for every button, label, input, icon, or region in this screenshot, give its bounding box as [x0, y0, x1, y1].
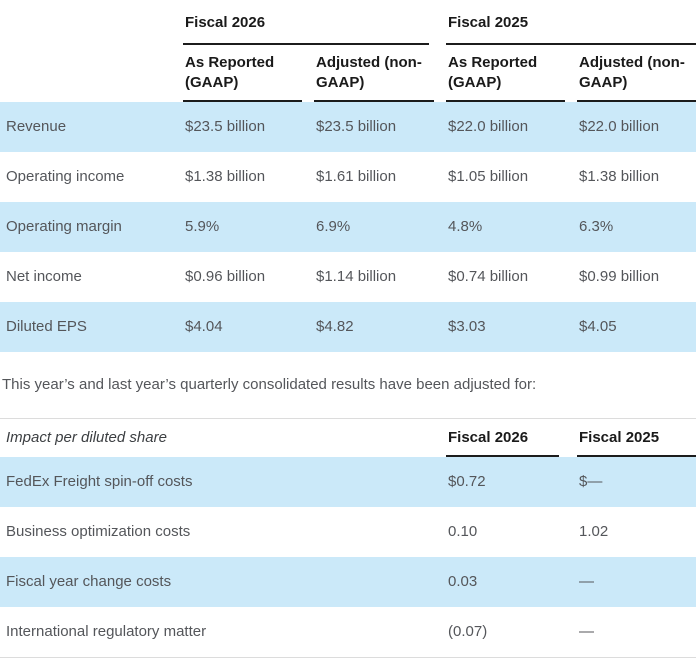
cell-value: 6.9% [316, 218, 351, 235]
adjustments-note: This year’s and last year’s quarterly co… [2, 376, 537, 393]
row-label: International regulatory matter [6, 623, 207, 640]
consolidated-results-table: Fiscal 2026 Fiscal 2025 As Reported (GAA… [0, 0, 696, 352]
cell-value: $3.03 [448, 318, 486, 335]
cell-value: 5.9% [185, 218, 220, 235]
cell-value: $0.72 [448, 473, 486, 490]
column-header-label: Fiscal 2025 [577, 419, 696, 457]
cell-value: $23.5 billion [316, 118, 397, 135]
label-header: Impact per diluted share [6, 429, 167, 446]
cell-value: $4.82 [316, 318, 354, 335]
sub-header-as-reported-2026: As Reported (GAAP) [183, 45, 314, 102]
sub-header-row: As Reported (GAAP) Adjusted (non-GAAP) A… [0, 45, 696, 102]
row-label: Operating margin [6, 218, 122, 235]
group-header-fiscal-2026: Fiscal 2026 [183, 0, 446, 45]
sub-header-label: As Reported (GAAP) [183, 45, 302, 102]
cell-value: $0.96 billion [185, 268, 266, 285]
cell-value: — [579, 573, 594, 590]
cell-value: 6.3% [579, 218, 614, 235]
impact-per-diluted-share-table: Impact per diluted share Fiscal 2026 Fis… [0, 418, 696, 658]
corner-cell [0, 45, 183, 102]
corner-cell [0, 0, 183, 45]
cell-value: $23.5 billion [185, 118, 266, 135]
row-label: Net income [6, 268, 82, 285]
cell-value: $1.38 billion [579, 168, 660, 185]
sub-header-label: Adjusted (non-GAAP) [577, 45, 696, 102]
sub-header-adjusted-2025: Adjusted (non-GAAP) [577, 45, 696, 102]
row-label: FedEx Freight spin-off costs [6, 473, 193, 490]
fiscal-year-group-header-row: Fiscal 2026 Fiscal 2025 [0, 0, 696, 45]
header-impact-per-diluted-share: Impact per diluted share [0, 419, 446, 458]
cell-value: (0.07) [448, 623, 488, 640]
table-row-fiscal-year-change-costs: Fiscal year change costs 0.03 — [0, 557, 696, 607]
group-header-label: Fiscal 2025 [446, 0, 696, 45]
cell-value: $1.61 billion [316, 168, 397, 185]
table-row-freight-spinoff-costs: FedEx Freight spin-off costs $0.72 $— [0, 457, 696, 507]
cell-value: $— [579, 473, 603, 490]
cell-value: $1.05 billion [448, 168, 529, 185]
sub-header-adjusted-2026: Adjusted (non-GAAP) [314, 45, 446, 102]
cell-value: $22.0 billion [448, 118, 529, 135]
table-row-international-regulatory-matter: International regulatory matter (0.07) — [0, 607, 696, 658]
table-row-operating-income: Operating income $1.38 billion $1.61 bil… [0, 152, 696, 202]
row-label: Business optimization costs [6, 523, 191, 540]
cell-value: $4.05 [579, 318, 617, 335]
header-fiscal-2025: Fiscal 2025 [577, 419, 696, 457]
row-label: Operating income [6, 168, 125, 185]
cell-value: — [579, 623, 594, 640]
cell-value: $1.14 billion [316, 268, 397, 285]
sub-header-label: As Reported (GAAP) [446, 45, 565, 102]
column-header-label: Fiscal 2026 [446, 419, 559, 457]
table-row-operating-margin: Operating margin 5.9% 6.9% 4.8% 6.3% [0, 202, 696, 252]
row-label: Fiscal year change costs [6, 573, 172, 590]
adjustments-header-row: Impact per diluted share Fiscal 2026 Fis… [0, 419, 696, 458]
cell-value: $22.0 billion [579, 118, 660, 135]
group-header-label: Fiscal 2026 [183, 0, 429, 45]
row-label: Diluted EPS [6, 318, 87, 335]
row-label: Revenue [6, 118, 67, 135]
table-row-diluted-eps: Diluted EPS $4.04 $4.82 $3.03 $4.05 [0, 302, 696, 352]
cell-value: 0.03 [448, 573, 478, 590]
cell-value: $0.74 billion [448, 268, 529, 285]
cell-value: 0.10 [448, 523, 478, 540]
cell-value: 4.8% [448, 218, 483, 235]
cell-value: $4.04 [185, 318, 223, 335]
cell-value: $1.38 billion [185, 168, 266, 185]
sub-header-label: Adjusted (non-GAAP) [314, 45, 434, 102]
table-row-business-optimization-costs: Business optimization costs 0.10 1.02 [0, 507, 696, 557]
table-row-net-income: Net income $0.96 billion $1.14 billion $… [0, 252, 696, 302]
cell-value: $0.99 billion [579, 268, 660, 285]
header-fiscal-2026: Fiscal 2026 [446, 419, 577, 457]
table-row-revenue: Revenue $23.5 billion $23.5 billion $22.… [0, 102, 696, 152]
group-header-fiscal-2025: Fiscal 2025 [446, 0, 696, 45]
sub-header-as-reported-2025: As Reported (GAAP) [446, 45, 577, 102]
cell-value: 1.02 [579, 523, 609, 540]
